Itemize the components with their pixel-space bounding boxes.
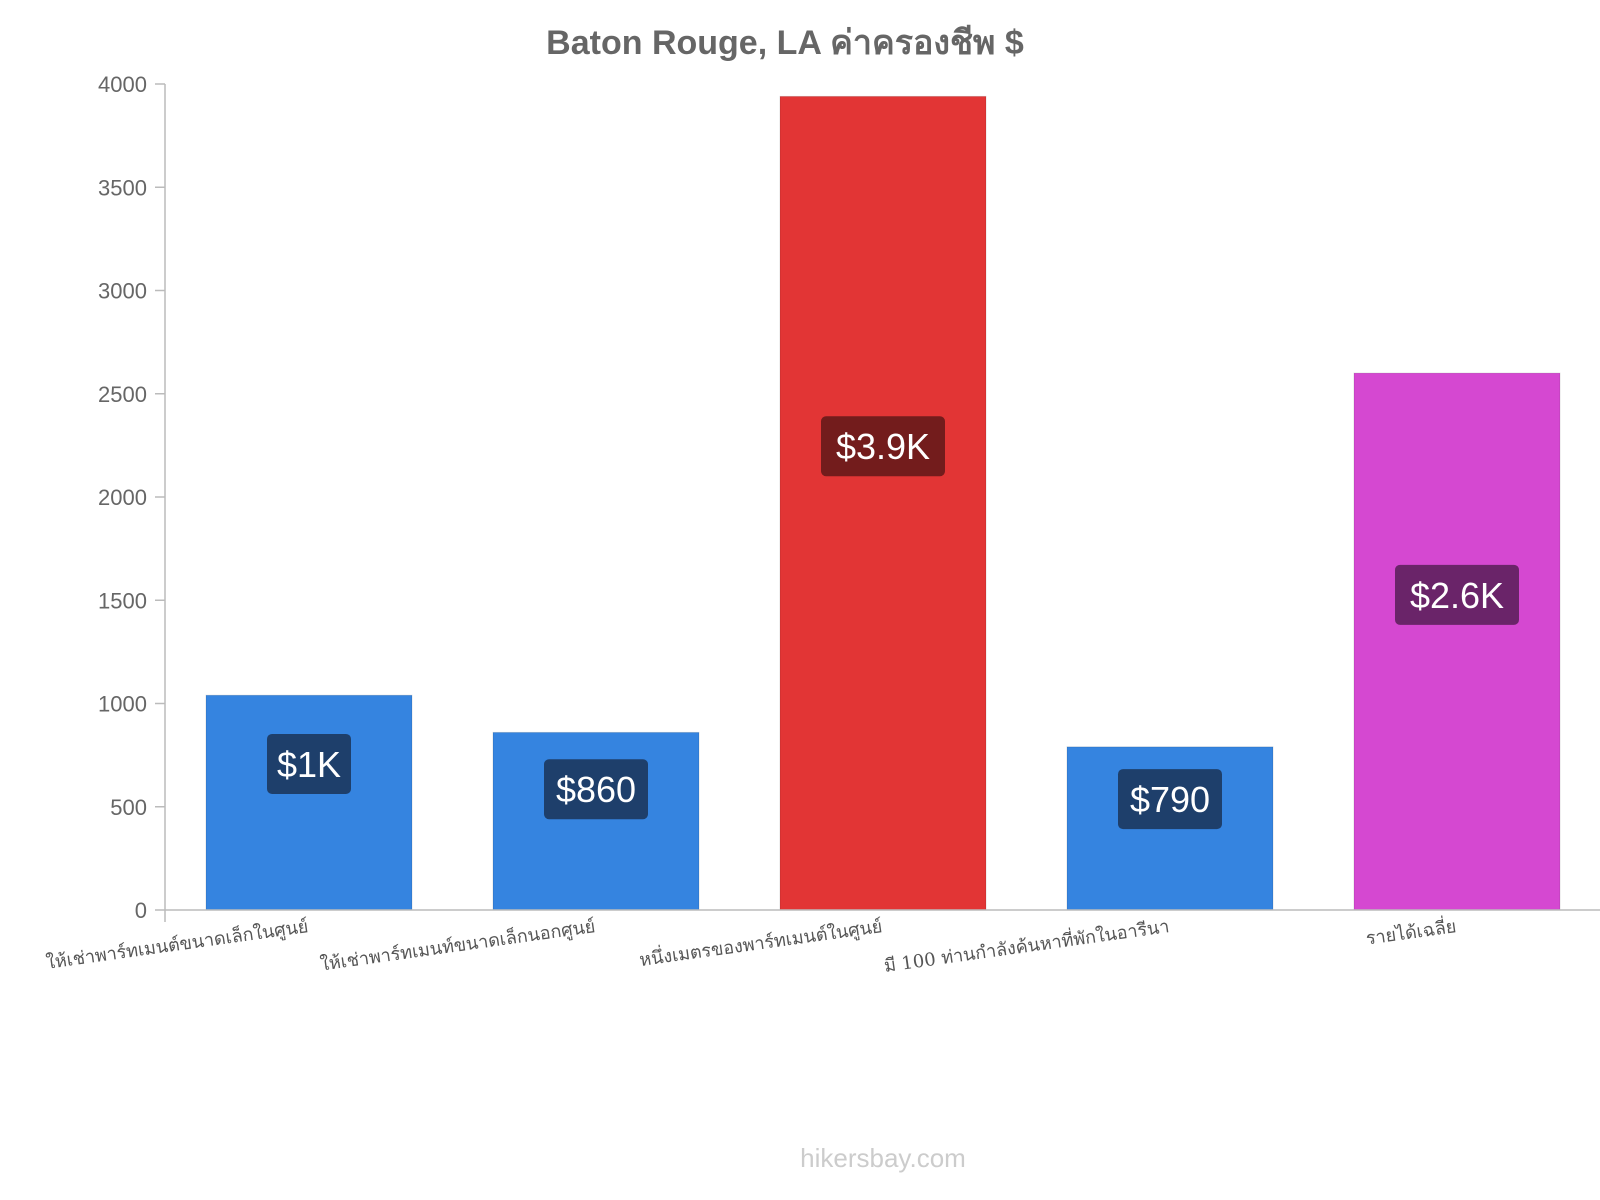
y-tick-label: 2500 (98, 382, 147, 407)
x-tick-label: มี 100 ท่านกำลังค้นหาที่พักในอารีนา (882, 913, 1170, 977)
bar (492, 731, 700, 911)
x-tick-label: รายได้เฉลี่ย (1364, 913, 1458, 949)
bar (1353, 372, 1561, 911)
y-tick-label: 3000 (98, 279, 147, 304)
data-label: $790 (1130, 779, 1210, 820)
x-axis: ให้เช่าพาร์ทเมนต์ขนาดเล็กในศูนย์ ให้เช่าพ… (45, 909, 1600, 977)
y-tick-label: 1500 (98, 588, 147, 613)
x-tick-label: ให้เช่าพาร์ทเมนต์ขนาดเล็กในศูนย์ (45, 914, 310, 974)
y-tick-label: 0 (135, 898, 147, 923)
data-label: $2.6K (1410, 575, 1504, 616)
bar (205, 694, 413, 911)
bars-group: $1K $860 $3.9K $790 $2.6K (205, 95, 1561, 911)
data-label-background (821, 416, 945, 477)
data-label-background (267, 733, 351, 794)
data-label: $860 (556, 769, 636, 810)
data-label: $1K (277, 744, 341, 785)
y-tick-label: 3500 (98, 175, 147, 200)
x-tick-label: ให้เช่าพาร์ทเมนท์ขนาดเล็กนอกศูนย์ (319, 914, 597, 975)
data-label-background (544, 759, 648, 820)
y-tick-label: 4000 (98, 72, 147, 97)
y-tick-label: 1000 (98, 692, 147, 717)
bar (779, 95, 987, 911)
data-label-background (1118, 769, 1222, 830)
chart-title: Baton Rouge, LA ค่าครองชีพ $ (546, 24, 1024, 62)
data-label: $3.9K (836, 426, 930, 467)
y-tick-label: 2000 (98, 485, 147, 510)
y-axis: 0 500 1000 1500 2000 2500 3000 3500 4000 (98, 72, 166, 923)
y-tick-label: 500 (110, 795, 147, 820)
footer-watermark: hikersbay.com (800, 1143, 966, 1173)
data-label-background (1395, 564, 1519, 625)
x-tick-label: หนึ่งเมตรของพาร์ทเมนต์ในศูนย์ (638, 913, 884, 971)
